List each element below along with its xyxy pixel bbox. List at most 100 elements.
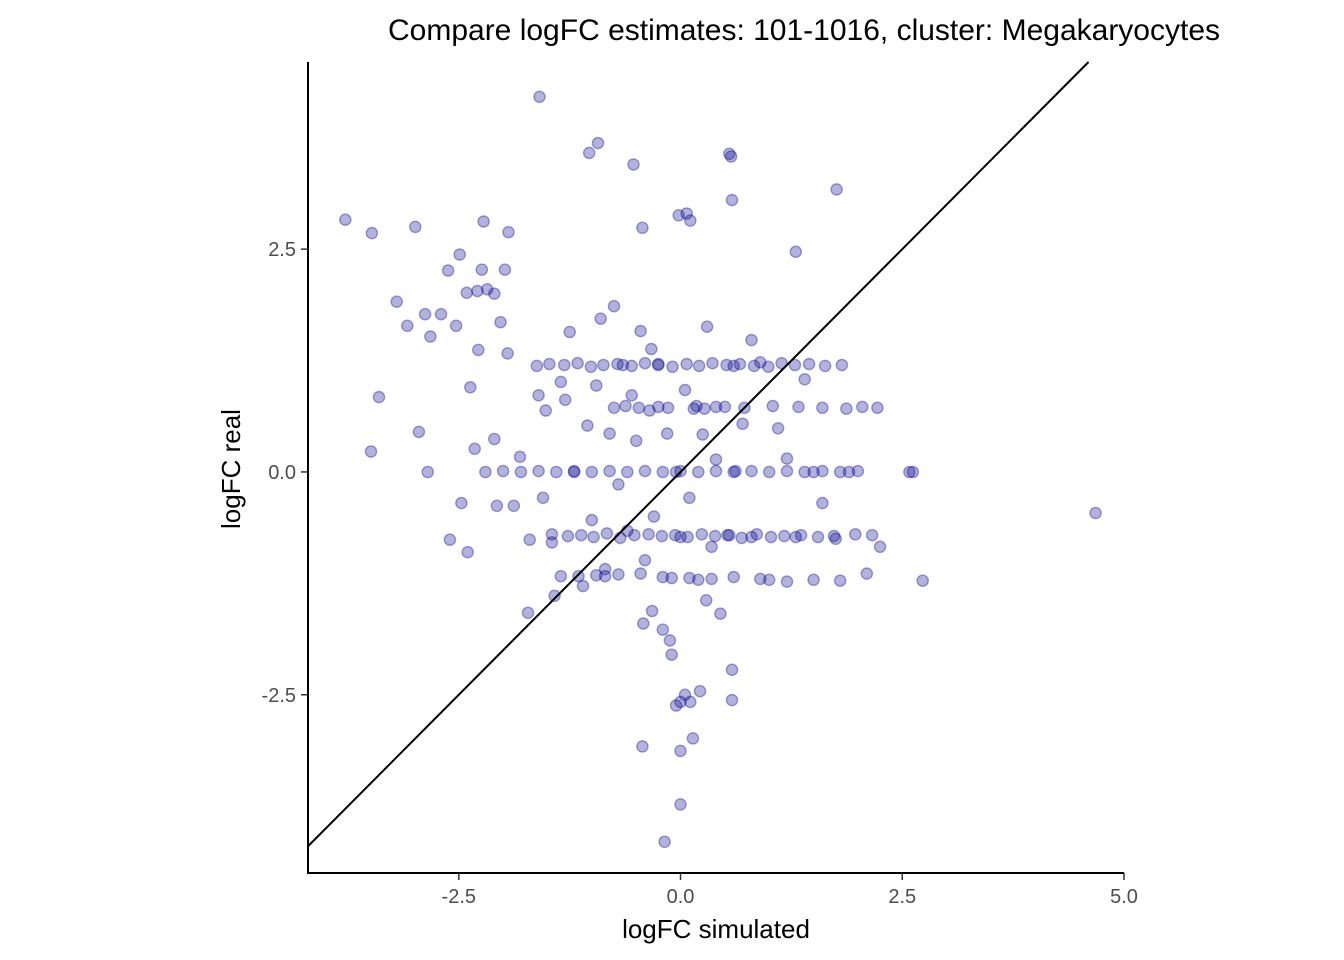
data-point <box>600 527 614 540</box>
data-point <box>865 528 879 542</box>
data-point <box>661 401 675 415</box>
data-point <box>487 432 501 446</box>
data-point <box>736 417 749 431</box>
data-point <box>636 221 649 235</box>
data-point <box>856 400 869 414</box>
data-point <box>625 388 639 402</box>
data-point <box>558 393 572 407</box>
data-point <box>532 464 545 478</box>
data-point <box>477 215 490 228</box>
data-point <box>607 299 621 313</box>
data-point <box>798 465 812 479</box>
data-point <box>816 496 829 510</box>
data-point <box>550 465 563 479</box>
data-point <box>598 569 612 583</box>
x-tick-label: -2.5 <box>442 886 476 908</box>
data-point <box>665 648 679 662</box>
data-point <box>479 465 492 479</box>
plot-area: -2.5 0.0 2.5 5.0 -2.5 0.0 2.5 <box>262 61 1138 908</box>
data-point <box>480 282 494 296</box>
data-point <box>775 356 788 370</box>
data-point <box>830 183 843 196</box>
data-point <box>638 356 652 370</box>
data-point <box>612 478 625 491</box>
data-point <box>788 358 802 372</box>
data-point <box>591 136 605 150</box>
data-point <box>463 380 477 394</box>
data-point <box>338 213 352 226</box>
data-point <box>594 312 608 326</box>
data-point <box>471 343 485 357</box>
data-point <box>498 263 512 277</box>
data-point <box>871 401 884 415</box>
data-point <box>708 529 722 543</box>
data-point <box>539 404 553 417</box>
data-point <box>692 573 705 587</box>
x-tick-label: 0.0 <box>667 886 695 908</box>
data-point <box>725 693 739 707</box>
data-point <box>652 400 665 414</box>
data-point <box>567 465 581 479</box>
data-point <box>652 357 665 371</box>
data-point <box>449 319 463 333</box>
data-point <box>554 375 568 389</box>
data-point <box>521 606 535 620</box>
data-point <box>558 358 571 372</box>
data-point <box>754 572 767 586</box>
data-point <box>733 357 747 371</box>
data-point <box>754 355 767 369</box>
data-point <box>545 536 559 549</box>
data-point <box>658 835 671 849</box>
data-point <box>674 695 687 709</box>
data-point <box>412 425 426 439</box>
data-point <box>434 307 448 321</box>
data-point <box>798 372 812 386</box>
data-point <box>636 740 649 753</box>
data-point <box>545 528 559 541</box>
data-point <box>789 245 803 259</box>
data-point <box>840 402 853 416</box>
data-point <box>548 589 561 603</box>
data-point <box>364 445 378 458</box>
data-point <box>590 379 603 392</box>
data-point <box>603 427 616 440</box>
data-point <box>655 529 669 543</box>
data-point <box>507 499 521 513</box>
data-point <box>674 798 687 811</box>
x-axis-title: logFC simulated <box>622 914 810 944</box>
data-point <box>771 421 785 435</box>
data-point <box>408 220 422 234</box>
data-point <box>629 434 643 448</box>
x-tick-label: 5.0 <box>1110 886 1138 908</box>
data-point <box>400 319 414 333</box>
data-point <box>637 617 650 630</box>
data-point <box>818 359 832 373</box>
data-point <box>700 320 714 334</box>
data-point <box>453 248 467 261</box>
data-point <box>842 465 856 479</box>
data-point <box>598 562 612 576</box>
data-point <box>647 510 661 523</box>
data-point <box>792 400 805 414</box>
data-point <box>721 528 734 542</box>
data-point <box>487 287 501 301</box>
data-point <box>674 744 687 758</box>
data-point <box>835 358 849 372</box>
x-axis-ticks: -2.5 0.0 2.5 5.0 <box>442 873 1138 908</box>
data-point <box>706 356 719 370</box>
data-point <box>829 532 843 546</box>
data-point <box>764 530 778 544</box>
data-point <box>672 208 686 222</box>
data-point <box>461 545 475 559</box>
data-point <box>668 528 682 542</box>
data-point <box>681 530 694 544</box>
data-point <box>611 357 624 371</box>
data-point <box>693 684 707 698</box>
data-point <box>723 528 736 542</box>
data-point <box>490 499 504 513</box>
y-tick-label: 2.5 <box>268 239 296 261</box>
data-point <box>802 357 816 371</box>
data-point <box>612 568 625 581</box>
data-point <box>581 419 594 432</box>
